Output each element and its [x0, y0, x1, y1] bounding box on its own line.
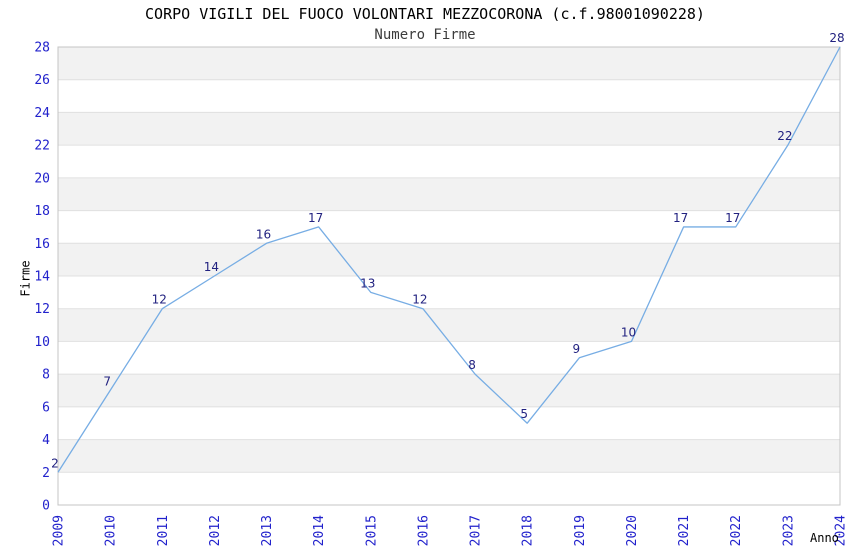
y-tick-label: 22 — [34, 139, 50, 154]
point-label: 16 — [256, 227, 271, 241]
grid-band — [58, 177, 840, 211]
plot-border — [57, 46, 841, 506]
point-label: 17 — [673, 211, 688, 225]
y-tick-label: 6 — [42, 400, 50, 415]
y-tick-label: 2 — [42, 466, 50, 481]
data-line — [57, 46, 841, 473]
y-tick-label: 16 — [34, 237, 50, 252]
point-label: 13 — [360, 276, 375, 290]
x-tick-label: 2013 — [260, 515, 275, 546]
y-tick-label: 0 — [42, 499, 50, 514]
x-tick-label: 2018 — [521, 515, 536, 546]
x-tick-label: 2012 — [208, 515, 223, 546]
y-tick-label: 28 — [34, 41, 50, 56]
x-tick-label: 2020 — [625, 515, 640, 546]
point-label: 14 — [204, 260, 219, 274]
x-tick-label: 2021 — [677, 515, 692, 546]
point-label: 28 — [829, 31, 844, 45]
point-label: 7 — [103, 375, 111, 389]
x-tick-label: 2014 — [312, 515, 327, 546]
x-tick-label: 2022 — [729, 515, 744, 546]
y-tick-label: 24 — [34, 106, 50, 121]
point-label: 17 — [308, 211, 323, 225]
grid-band — [58, 374, 840, 407]
point-label: 12 — [152, 293, 167, 307]
grid-band — [58, 47, 840, 80]
y-axis-title: Firme — [18, 260, 33, 297]
point-label: 2 — [51, 456, 59, 470]
x-tick-label: 2019 — [573, 515, 588, 546]
grid-band — [58, 112, 840, 146]
y-tick-label: 12 — [34, 302, 50, 317]
point-label: 9 — [573, 342, 581, 356]
x-tick-label: 2010 — [104, 515, 119, 546]
y-tick-label: 18 — [34, 204, 50, 219]
x-tick-label: 2024 — [834, 515, 849, 546]
point-label: 12 — [412, 293, 427, 307]
point-label: 8 — [468, 358, 476, 372]
x-tick-label: 2016 — [416, 515, 431, 546]
grid-band — [58, 308, 840, 342]
y-tick-label: 14 — [34, 270, 50, 285]
x-tick-label: 2015 — [364, 515, 379, 546]
x-tick-label: 2017 — [469, 515, 484, 546]
x-tick-label: 2011 — [156, 515, 171, 546]
y-tick-label: 10 — [34, 335, 50, 350]
y-tick-label: 20 — [34, 171, 50, 186]
grid-band — [58, 243, 840, 276]
y-tick-label: 4 — [42, 433, 50, 448]
y-tick-label: 8 — [42, 368, 50, 383]
x-tick-label: 2023 — [781, 515, 796, 546]
y-tick-label: 26 — [34, 73, 50, 88]
chart-subtitle: Numero Firme — [374, 27, 476, 43]
point-label: 22 — [777, 129, 792, 143]
point-label: 17 — [725, 211, 740, 225]
grid-band — [58, 439, 840, 473]
x-axis-title: Anno — [810, 531, 839, 545]
point-label: 5 — [520, 407, 528, 421]
x-tick-label: 2009 — [52, 515, 67, 546]
chart-title: CORPO VIGILI DEL FUOCO VOLONTARI MEZZOCO… — [145, 5, 705, 23]
point-label: 10 — [621, 325, 636, 339]
